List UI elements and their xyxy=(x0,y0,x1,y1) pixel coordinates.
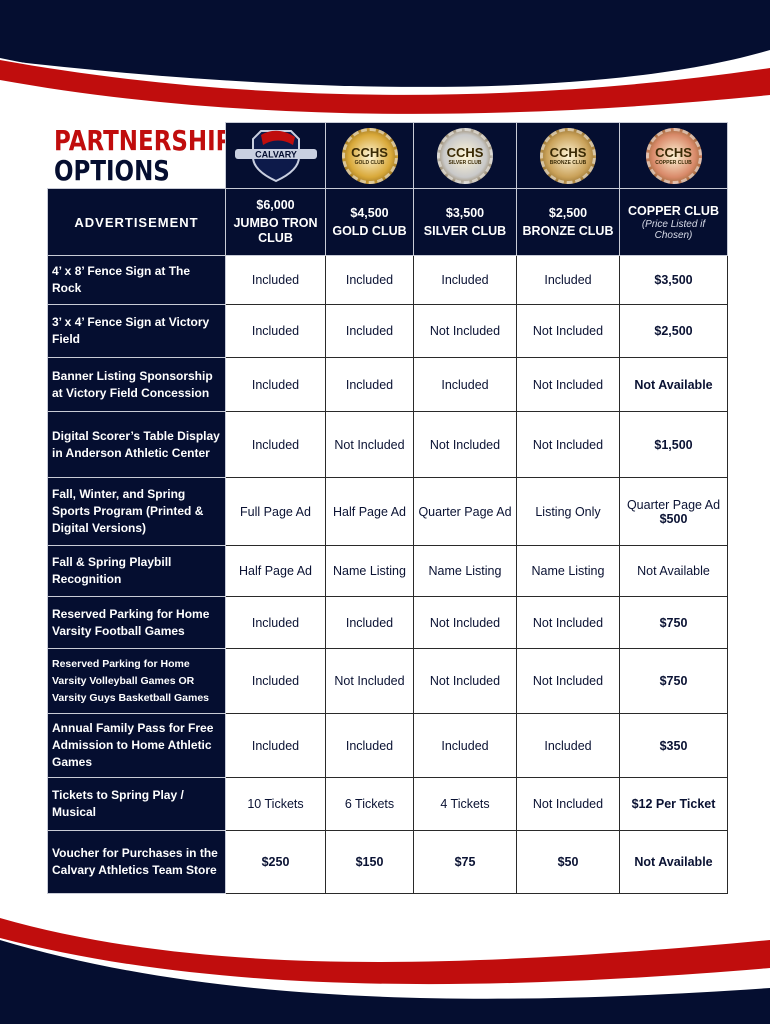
advertisement-item: Voucher for Purchases in the Calvary Ath… xyxy=(47,830,226,894)
copper-value: $350 xyxy=(619,713,728,778)
tier-value: Included xyxy=(325,596,414,649)
page-title: PARTNERSHIP OPTIONS xyxy=(54,124,233,187)
copper-value: $750 xyxy=(619,596,728,649)
tier-value: $250 xyxy=(225,830,326,894)
bronze-club-medal: CCHS BRONZE CLUB xyxy=(516,122,620,189)
tier-value: Included xyxy=(325,357,414,412)
partnership-table: CALVARY CCHS GOLD CLUB CCHS SILVER CLUB CCHS B… xyxy=(47,122,728,894)
tier-value: Quarter Page Ad xyxy=(413,477,517,546)
tier-value: Not Included xyxy=(325,648,414,714)
tier-value: Included xyxy=(225,648,326,714)
copper-value: $3,500 xyxy=(619,255,728,305)
copper-value: $750 xyxy=(619,648,728,714)
copper-value: Not Available xyxy=(619,357,728,412)
table-row: Banner Listing Sponsorship at Victory Fi… xyxy=(47,357,728,412)
advertisement-item: Banner Listing Sponsorship at Victory Fi… xyxy=(47,357,226,412)
tier-value: Included xyxy=(225,357,326,412)
table-row: Voucher for Purchases in the Calvary Ath… xyxy=(47,830,728,894)
table-row: Fall & Spring Playbill Recognition Half P… xyxy=(47,545,728,597)
tier-header: $3,500 SILVER CLUB xyxy=(413,188,517,256)
copper-club-medal: CCHS COPPER CLUB xyxy=(619,122,728,189)
gold-club-medal: CCHS GOLD CLUB xyxy=(325,122,414,189)
advertisement-item: Fall, Winter, and Spring Sports Program … xyxy=(47,477,226,546)
table-row: Annual Family Pass for Free Admission to… xyxy=(47,713,728,778)
tier-value: Not Included xyxy=(325,411,414,478)
tier-value: Not Included xyxy=(516,648,620,714)
tier-value: Half Page Ad xyxy=(325,477,414,546)
tier-value: Included xyxy=(516,713,620,778)
copper-value: $2,500 xyxy=(619,304,728,358)
tier-value: $50 xyxy=(516,830,620,894)
tier-value: $150 xyxy=(325,830,414,894)
tier-value: Not Included xyxy=(413,304,517,358)
copper-value: Quarter Page Ad $500 xyxy=(619,477,728,546)
tier-header: $2,500 BRONZE CLUB xyxy=(516,188,620,256)
tier-value: Included xyxy=(225,411,326,478)
advertisement-item: Fall & Spring Playbill Recognition xyxy=(47,545,226,597)
advertisement-item: Digital Scorer’s Table Display in Anders… xyxy=(47,411,226,478)
copper-value: Not Available xyxy=(619,830,728,894)
tier-value: Not Included xyxy=(516,304,620,358)
tier-value: Not Included xyxy=(413,411,517,478)
table-row: Reserved Parking for Home Varsity Footba… xyxy=(47,596,728,649)
tier-value: Full Page Ad xyxy=(225,477,326,546)
tier-value: 4 Tickets xyxy=(413,777,517,831)
tier-value: Name Listing xyxy=(413,545,517,597)
tier-value: Name Listing xyxy=(325,545,414,597)
top-swoosh-banner xyxy=(0,0,770,114)
tier-value: Half Page Ad xyxy=(225,545,326,597)
tier-value: Included xyxy=(325,304,414,358)
silver-club-medal: CCHS SILVER CLUB xyxy=(413,122,517,189)
advertisement-item: 4’ x 8’ Fence Sign at The Rock xyxy=(47,255,226,305)
advertisement-header: ADVERTISEMENT xyxy=(47,188,226,256)
tier-value: Included xyxy=(225,713,326,778)
tier-value: Not Included xyxy=(516,596,620,649)
tier-value: Not Included xyxy=(413,648,517,714)
table-row: 4’ x 8’ Fence Sign at The Rock Included In… xyxy=(47,255,728,305)
tier-value: Included xyxy=(225,304,326,358)
tier-value: Included xyxy=(325,713,414,778)
advertisement-item: Tickets to Spring Play / Musical xyxy=(47,777,226,831)
bottom-swoosh-banner xyxy=(0,918,770,1024)
advertisement-item: 3’ x 4’ Fence Sign at Victory Field xyxy=(47,304,226,358)
tier-value: Included xyxy=(516,255,620,305)
table-row: Reserved Parking for Home Varsity Volley… xyxy=(47,648,728,714)
advertisement-item: Reserved Parking for Home Varsity Volley… xyxy=(47,648,226,714)
svg-text:CALVARY: CALVARY xyxy=(255,150,297,160)
table-row: 3’ x 4’ Fence Sign at Victory Field Inclu… xyxy=(47,304,728,358)
tier-value: Included xyxy=(413,713,517,778)
tier-header: $6,000 JUMBO TRON CLUB xyxy=(225,188,326,256)
tier-header: $4,500 GOLD CLUB xyxy=(325,188,414,256)
tier-value: Included xyxy=(413,255,517,305)
tier-value: Not Included xyxy=(516,411,620,478)
tier-value: 10 Tickets xyxy=(225,777,326,831)
tier-value: Name Listing xyxy=(516,545,620,597)
tier-value: Included xyxy=(325,255,414,305)
table-row: Fall, Winter, and Spring Sports Program … xyxy=(47,477,728,546)
tier-value: Not Included xyxy=(516,357,620,412)
table-row: Digital Scorer’s Table Display in Anders… xyxy=(47,411,728,478)
copper-value: Not Available xyxy=(619,545,728,597)
copper-value: $12 Per Ticket xyxy=(619,777,728,831)
tier-value: Not Included xyxy=(413,596,517,649)
table-row: Tickets to Spring Play / Musical 10 Ticke… xyxy=(47,777,728,831)
tier-value: Not Included xyxy=(516,777,620,831)
tier-value: 6 Tickets xyxy=(325,777,414,831)
tier-header: COPPER CLUB (Price Listed if Chosen) xyxy=(619,188,728,256)
calvary-logo: CALVARY xyxy=(225,122,326,189)
tier-value: $75 xyxy=(413,830,517,894)
tier-value: Included xyxy=(225,596,326,649)
tier-value: Included xyxy=(413,357,517,412)
copper-value: $1,500 xyxy=(619,411,728,478)
title-spacer xyxy=(48,123,226,189)
tier-value: Included xyxy=(225,255,326,305)
tier-value: Listing Only xyxy=(516,477,620,546)
advertisement-item: Reserved Parking for Home Varsity Footba… xyxy=(47,596,226,649)
advertisement-item: Annual Family Pass for Free Admission to… xyxy=(47,713,226,778)
